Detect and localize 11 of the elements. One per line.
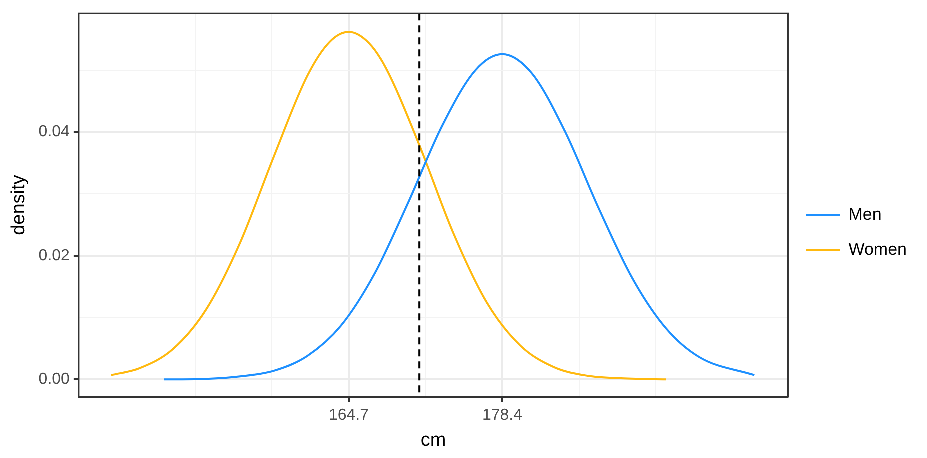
line-series: [163, 53, 756, 381]
y-tick-label: 0.02: [38, 247, 70, 264]
y-tick-label: 0.04: [38, 124, 70, 141]
x-tick-label: 178.4: [482, 407, 523, 424]
y-axis-title: density: [8, 174, 30, 236]
x-tick-label: 164.7: [328, 407, 370, 424]
legend-label: Women: [848, 240, 907, 260]
x-axis-title: cm: [420, 430, 446, 451]
legend-label: Men: [848, 205, 882, 224]
line-series: [110, 31, 668, 381]
y-tick-label: 0.00: [38, 371, 70, 388]
